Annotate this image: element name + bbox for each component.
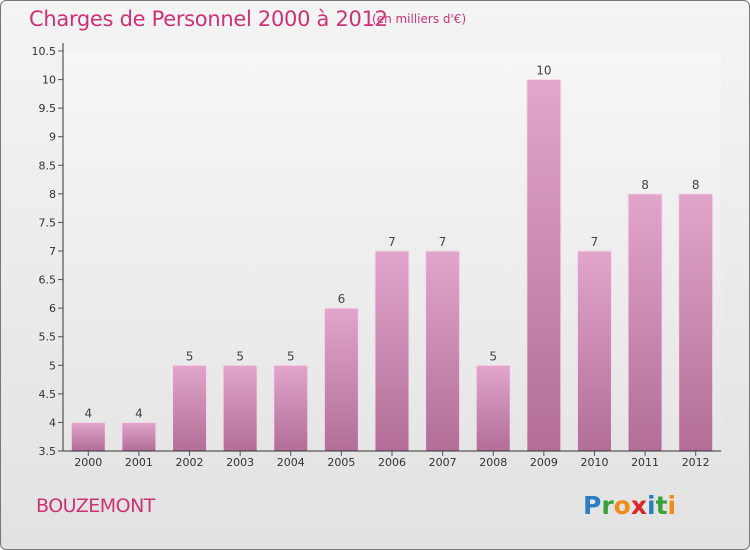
y-tick-label: 8: [49, 188, 56, 201]
data-label-2004: 5: [287, 349, 295, 363]
logo-letter: t: [655, 491, 668, 520]
bar-2005: [323, 307, 359, 452]
y-tick-label: 6: [49, 302, 56, 315]
town-name: BOUZEMONT: [36, 495, 155, 517]
bar-2007: [425, 250, 461, 452]
chart-subtitle: (en milliers d'€): [372, 12, 467, 26]
x-tick-label-2011: 2011: [631, 456, 659, 469]
x-tick-label-2003: 2003: [226, 456, 254, 469]
bar-2001: [121, 421, 157, 452]
logo-letter: r: [601, 491, 614, 520]
bar-2003: [222, 364, 258, 452]
y-tick-label: 8.5: [39, 159, 57, 172]
bar-2002: [172, 364, 208, 452]
data-label-2002: 5: [186, 349, 194, 363]
data-label-2012: 8: [692, 178, 700, 192]
bar-2004: [273, 364, 309, 452]
data-label-2006: 7: [388, 235, 396, 249]
y-tick-label: 9: [49, 131, 56, 144]
data-label-2009: 10: [536, 64, 551, 78]
data-label-2001: 4: [135, 406, 143, 420]
x-tick-label-2012: 2012: [682, 456, 710, 469]
x-tick-label-2005: 2005: [327, 456, 355, 469]
data-label-2007: 7: [439, 235, 447, 249]
bar-2009: [526, 79, 562, 452]
data-label-2005: 6: [338, 292, 346, 306]
bar-2008: [475, 364, 511, 452]
bar-2000: [70, 421, 106, 452]
logo-letter: o: [613, 491, 631, 520]
x-tick-label-2008: 2008: [479, 456, 507, 469]
x-tick-label-2000: 2000: [74, 456, 102, 469]
x-tick-label-2007: 2007: [429, 456, 457, 469]
x-tick-label-2001: 2001: [125, 456, 153, 469]
y-tick-label: 4: [49, 416, 56, 429]
data-label-2008: 5: [489, 349, 497, 363]
bar-2011: [627, 193, 663, 452]
y-tick-label: 3.5: [39, 445, 57, 458]
chart-title: Charges de Personnel 2000 à 2012: [29, 7, 388, 31]
y-tick-label: 7: [49, 245, 56, 258]
bar-2010: [576, 250, 612, 452]
data-label-2000: 4: [84, 406, 92, 420]
logo-letter: P: [583, 491, 602, 520]
y-tick-label: 6.5: [39, 274, 57, 287]
logo-letter: i: [667, 491, 677, 520]
data-label-2010: 7: [591, 235, 599, 249]
x-tick-label-2002: 2002: [176, 456, 204, 469]
logo-letter: i: [647, 491, 656, 520]
y-tick-label: 5.5: [39, 331, 57, 344]
x-tick-label-2004: 2004: [277, 456, 305, 469]
y-tick-label: 10: [42, 74, 56, 87]
data-label-2003: 5: [236, 349, 244, 363]
y-tick-label: 10.5: [32, 45, 57, 58]
proxiti-logo[interactable]: Proxiti: [583, 491, 676, 520]
x-tick-label-2009: 2009: [530, 456, 558, 469]
bar-2006: [374, 250, 410, 452]
bar-2012: [678, 193, 714, 452]
x-tick-label-2010: 2010: [580, 456, 608, 469]
y-tick-label: 4.5: [39, 388, 57, 401]
x-tick-label-2006: 2006: [378, 456, 406, 469]
logo-letter: x: [630, 491, 647, 520]
y-tick-label: 5: [49, 359, 56, 372]
y-tick-label: 7.5: [39, 216, 57, 229]
y-tick-label: 9.5: [39, 102, 57, 115]
data-label-2011: 8: [641, 178, 649, 192]
